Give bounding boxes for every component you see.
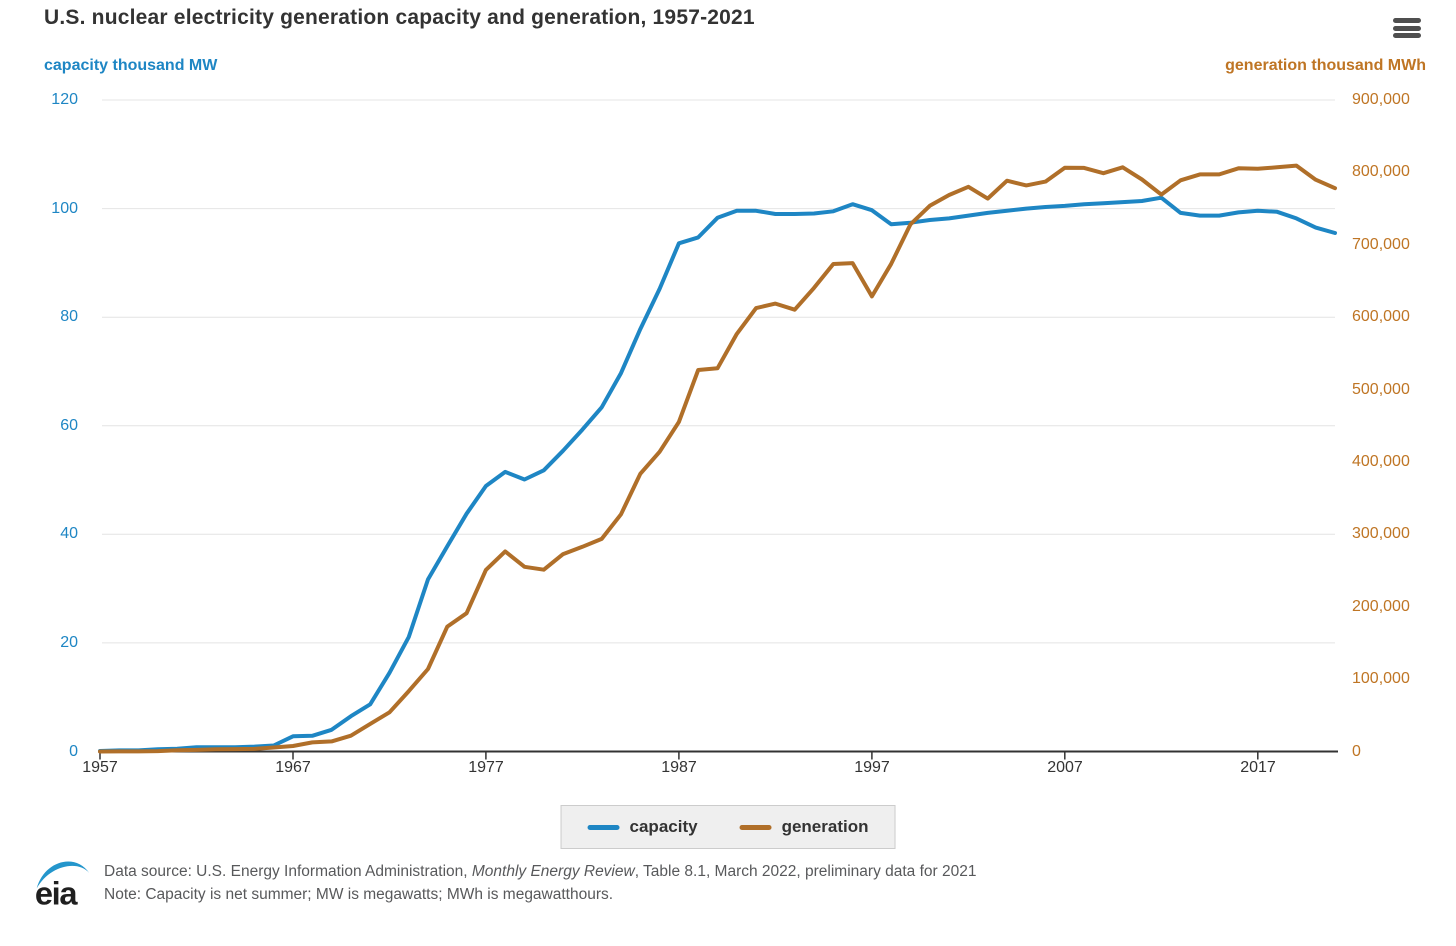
data-source-publication: Monthly Energy Review: [471, 863, 635, 880]
note-line: Note: Capacity is net summer; MW is mega…: [104, 886, 614, 903]
right-axis-title: generation thousand MWh: [1225, 57, 1426, 74]
hamburger-icon: [1393, 33, 1421, 38]
legend-item-capacity[interactable]: capacity: [587, 817, 698, 837]
x-axis-tick-label: 1997: [854, 759, 890, 776]
eia-logo-swoosh-icon: [36, 861, 90, 889]
footer: eia Data source: U.S. Energy Information…: [34, 850, 976, 914]
page-title: U.S. nuclear electricity generation capa…: [44, 6, 755, 29]
left-axis-tick-label: 120: [51, 91, 78, 108]
generation-line: [98, 163, 1337, 754]
left-axis-tick-label: 20: [60, 634, 78, 651]
legend: capacity generation: [560, 805, 896, 849]
x-axis-tick-label: 1987: [661, 759, 697, 776]
capacity-line: [98, 195, 1337, 753]
legend-item-generation[interactable]: generation: [739, 817, 869, 837]
right-axis-tick-label: 900,000: [1352, 91, 1410, 108]
left-axis-title: capacity thousand MW: [44, 57, 218, 74]
right-axis-tick-label: 700,000: [1352, 236, 1410, 253]
hamburger-icon: [1393, 25, 1421, 31]
right-axis-tick-label: 600,000: [1352, 308, 1410, 325]
right-axis-tick-label: 800,000: [1352, 163, 1410, 180]
left-axis-tick-label: 100: [51, 200, 78, 217]
right-axis-tick-label: 300,000: [1352, 525, 1410, 542]
left-axis-tick-label: 40: [60, 525, 78, 542]
left-axis-tick-label: 0: [69, 743, 78, 760]
data-source-suffix: , Table 8.1, March 2022, preliminary dat…: [634, 863, 977, 880]
data-source-line: Data source: U.S. Energy Information Adm…: [104, 860, 976, 883]
x-axis-tick-label: 1977: [468, 759, 504, 776]
left-axis-tick-label: 60: [60, 417, 78, 434]
left-axis-tick-label: 80: [60, 308, 78, 325]
capacity-line-swatch-icon: [587, 824, 620, 830]
right-axis-tick-label: 200,000: [1352, 598, 1410, 615]
right-axis-tick-label: 500,000: [1352, 381, 1410, 398]
generation-line-swatch-icon: [739, 824, 772, 830]
eia-logo-text: eia: [35, 875, 78, 912]
right-axis-tick-label: 400,000: [1352, 453, 1410, 470]
x-axis-tick-label: 2017: [1240, 759, 1276, 776]
x-axis-tick-label: 2007: [1047, 759, 1083, 776]
eia-logo: eia: [35, 861, 90, 912]
right-axis-tick-label: 100,000: [1352, 670, 1410, 687]
legend-label-capacity: capacity: [629, 817, 698, 836]
hamburger-icon: [1393, 18, 1421, 23]
legend-label-generation: generation: [781, 817, 869, 836]
hamburger-menu-button[interactable]: [1393, 16, 1423, 40]
data-source-prefix: Data source: U.S. Energy Information Adm…: [104, 863, 472, 880]
x-axis-tick-label: 1957: [82, 759, 118, 776]
right-axis-tick-label: 0: [1352, 743, 1361, 760]
x-axis-tick-label: 1967: [275, 759, 311, 776]
